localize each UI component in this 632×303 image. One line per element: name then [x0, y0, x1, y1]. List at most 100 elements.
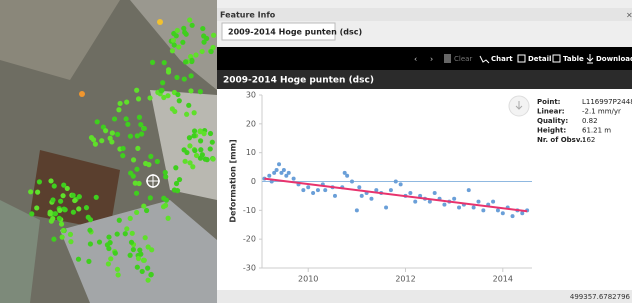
feature-info-panel: Feature Info × 2009-2014 Hoge punten (ds…	[217, 0, 632, 303]
detail-button[interactable]: Detail	[528, 55, 551, 63]
map-point	[198, 147, 203, 152]
map-point	[62, 207, 67, 212]
map-point	[112, 116, 117, 121]
map-point	[134, 88, 139, 93]
map-point	[144, 208, 149, 213]
data-point	[306, 185, 310, 189]
map-point	[164, 198, 169, 203]
map-point	[106, 261, 111, 266]
y-tick-label: 0	[251, 177, 256, 186]
map-point	[71, 193, 76, 198]
data-point	[369, 197, 373, 201]
info-label: Linear:	[537, 108, 565, 116]
map-point	[79, 91, 85, 97]
map-point	[190, 23, 195, 28]
data-point	[311, 191, 315, 195]
y-tick-label: 30	[246, 91, 256, 100]
map-point	[143, 235, 148, 240]
data-point	[360, 194, 364, 198]
map-point	[76, 206, 81, 211]
map-point	[180, 40, 185, 45]
data-point	[472, 205, 476, 209]
next-button[interactable]: ›	[430, 55, 433, 64]
chart-button[interactable]: Chart	[491, 55, 513, 63]
x-tick-label: 2012	[395, 275, 415, 284]
map-point	[128, 216, 133, 221]
map-point	[113, 251, 118, 256]
map-point	[77, 194, 82, 199]
map-point	[128, 134, 133, 139]
clear-button[interactable]: Clear	[454, 55, 472, 63]
data-point	[442, 203, 446, 207]
map-point	[60, 235, 65, 240]
map-point	[72, 198, 77, 203]
map-point	[200, 152, 205, 157]
map-point	[155, 159, 160, 164]
data-point	[350, 180, 354, 184]
data-point	[267, 174, 271, 178]
map-point	[124, 99, 129, 104]
map-point	[182, 76, 187, 81]
map-point	[116, 272, 121, 277]
map-point	[193, 52, 198, 57]
map-point	[170, 48, 175, 53]
map-point	[208, 146, 213, 151]
map-point	[130, 231, 135, 236]
data-point	[357, 185, 361, 189]
map-point	[174, 75, 179, 80]
data-point	[384, 205, 388, 209]
map-point	[57, 208, 62, 213]
map-point	[183, 59, 188, 64]
data-point	[282, 168, 286, 172]
map-point	[131, 157, 136, 162]
map-point	[115, 267, 120, 272]
data-point	[452, 197, 456, 201]
map-point	[57, 216, 62, 221]
map-point	[187, 160, 192, 165]
map-point	[109, 139, 114, 144]
y-tick-label: 10	[246, 148, 256, 157]
data-point	[511, 214, 515, 218]
map-point	[52, 183, 57, 188]
map-point	[123, 231, 128, 236]
map-point	[124, 116, 129, 121]
map-point	[136, 96, 141, 101]
prev-button[interactable]: ‹	[414, 55, 417, 64]
close-button[interactable]: ×	[626, 11, 632, 20]
map-point	[94, 195, 99, 200]
map-point	[183, 159, 188, 164]
map	[0, 0, 217, 303]
info-value: -2.1 mm/yr	[582, 108, 621, 116]
map-point	[157, 19, 163, 25]
map-point	[84, 205, 89, 210]
map-point	[137, 115, 142, 120]
y-tick-label: 20	[246, 119, 256, 128]
map-point	[86, 259, 91, 264]
map-point	[134, 191, 139, 196]
map-point	[163, 174, 168, 179]
map-point	[161, 204, 166, 209]
map-point	[194, 153, 199, 158]
map-point	[188, 88, 193, 93]
map-point	[106, 234, 111, 239]
map-point	[110, 130, 115, 135]
map-point	[128, 253, 133, 258]
table-button[interactable]: Table	[563, 55, 584, 63]
map-point	[162, 60, 167, 65]
map-point	[198, 128, 203, 133]
map-point	[211, 33, 216, 38]
info-value: 162	[582, 136, 595, 144]
y-tick-label: -10	[243, 206, 256, 215]
data-point	[355, 208, 359, 212]
map-point	[160, 80, 165, 85]
data-point	[389, 188, 393, 192]
clear-icon	[444, 54, 451, 63]
download-button[interactable]: Download	[596, 55, 632, 63]
map-point	[134, 167, 139, 172]
map-point	[121, 146, 126, 151]
map-point	[148, 195, 153, 200]
map-point	[166, 216, 171, 221]
map-point	[124, 226, 129, 231]
map-point	[76, 257, 81, 262]
map-point	[71, 210, 76, 215]
